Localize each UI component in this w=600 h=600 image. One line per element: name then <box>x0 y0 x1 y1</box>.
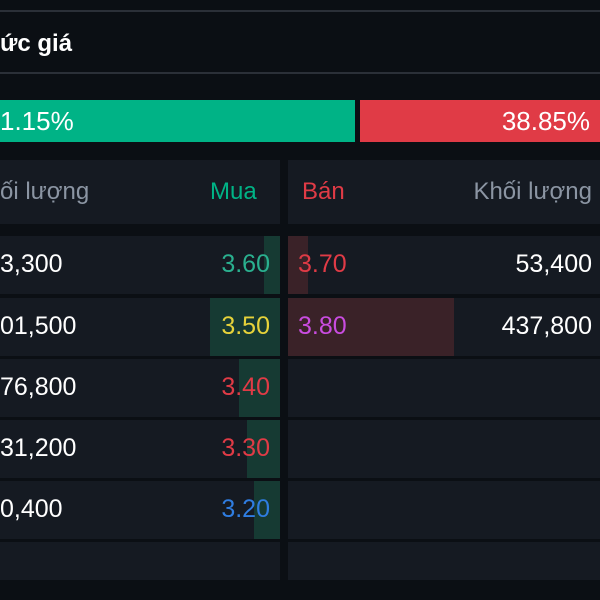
buy-header: Mua <box>210 178 257 205</box>
sell-ratio-label: 38.85% <box>501 105 590 136</box>
bid-volume: 0,400 <box>0 495 63 523</box>
buy-ratio-bar: 1.15% <box>0 100 355 142</box>
bid-row-empty <box>0 542 280 580</box>
ask-volume: 437,800 <box>501 312 592 340</box>
bid-depth-bar <box>239 359 280 417</box>
bid-volume-header: ối lượng <box>0 178 90 205</box>
bid-header-row <box>0 160 280 224</box>
ask-depth-bar <box>288 298 454 356</box>
bid-price: 3.40 <box>221 373 270 401</box>
ask-row-empty <box>288 542 600 580</box>
ask-volume: 53,400 <box>515 250 592 278</box>
ask-row-empty <box>288 481 600 539</box>
bid-price: 3.50 <box>221 312 270 340</box>
ask-header-row <box>288 160 600 224</box>
bid-volume: 76,800 <box>0 373 77 401</box>
ask-depth-bar <box>288 236 308 294</box>
sell-header: Bán <box>302 178 345 205</box>
sell-ratio-bar: 38.85% <box>360 100 600 142</box>
bid-row[interactable]: 0,400 3.20 <box>0 481 280 539</box>
ask-volume-header: Khối lượng <box>473 178 592 205</box>
top-divider <box>0 10 600 12</box>
bid-volume: 01,500 <box>0 312 77 340</box>
bid-row[interactable]: 01,500 3.50 <box>0 298 280 356</box>
widget-title: ức giá <box>0 30 73 57</box>
ask-price: 3.70 <box>298 250 347 278</box>
bid-depth-bar <box>264 236 280 294</box>
bid-depth-bar <box>247 420 280 478</box>
bid-price: 3.30 <box>221 434 270 462</box>
bid-volume: 3,300 <box>0 250 63 278</box>
bid-row[interactable]: 3,300 3.60 <box>0 236 280 294</box>
ask-row-empty <box>288 359 600 417</box>
bid-row[interactable]: 31,200 3.30 <box>0 420 280 478</box>
bid-depth-bar <box>210 298 280 356</box>
bid-depth-bar <box>254 481 280 539</box>
bid-price: 3.60 <box>221 250 270 278</box>
bid-price: 3.20 <box>221 495 270 523</box>
title-divider <box>0 72 600 74</box>
ask-row[interactable]: 3.70 53,400 <box>288 236 600 294</box>
bid-row[interactable]: 76,800 3.40 <box>0 359 280 417</box>
buy-ratio-label: 1.15% <box>0 105 74 136</box>
ask-price: 3.80 <box>298 312 347 340</box>
bid-volume: 31,200 <box>0 434 77 462</box>
ask-row[interactable]: 3.80 437,800 <box>288 298 600 356</box>
ask-row-empty <box>288 420 600 478</box>
